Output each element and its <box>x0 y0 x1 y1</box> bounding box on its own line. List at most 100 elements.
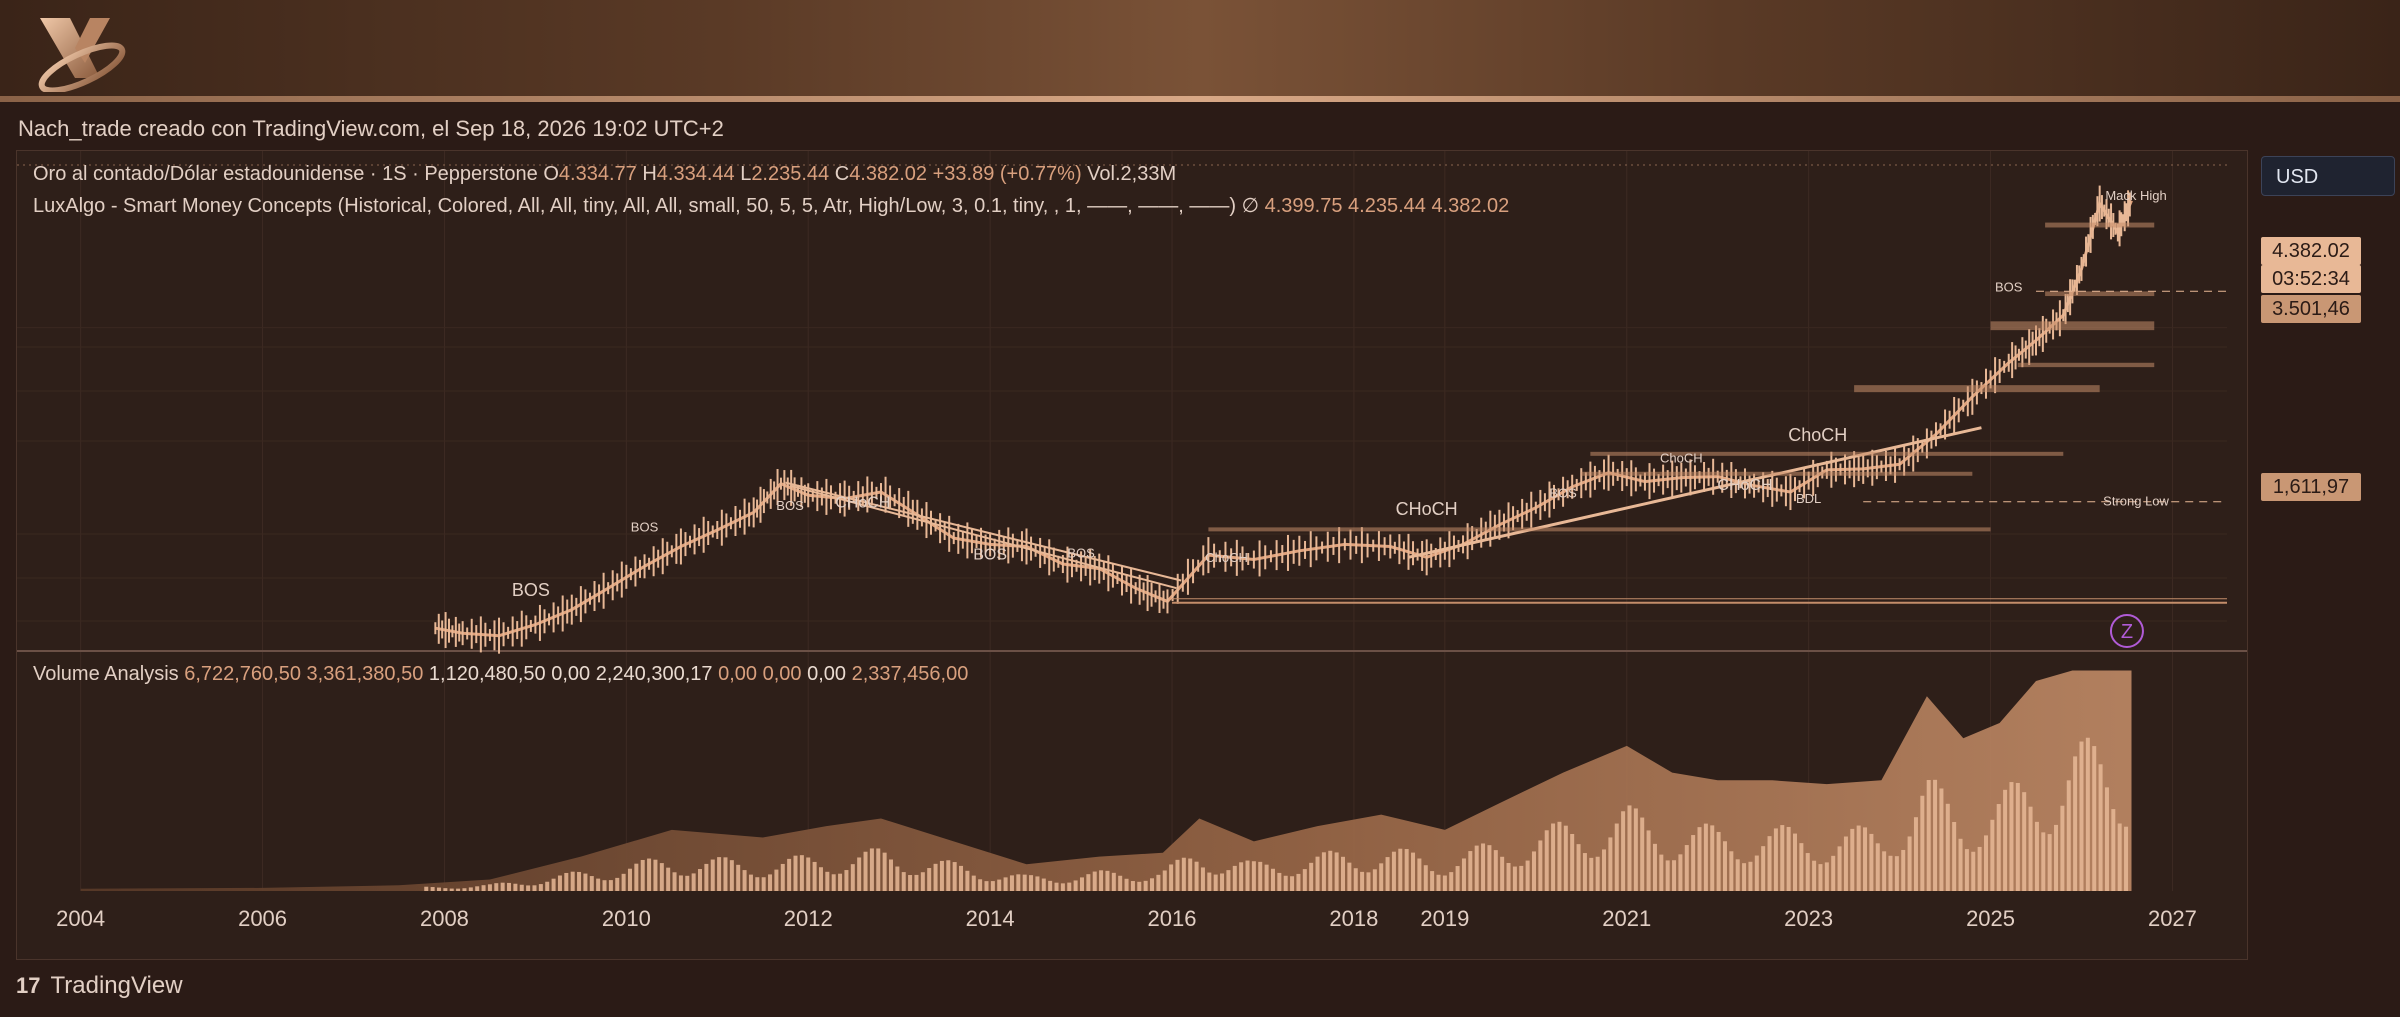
last-price-tag: 4.382.02 <box>2261 237 2361 265</box>
volume-bar <box>2041 832 2046 891</box>
volume-bar <box>1837 846 1842 891</box>
volume-bar <box>1315 856 1320 891</box>
volume-bar <box>2009 782 2014 891</box>
volume-bar <box>1487 845 1492 891</box>
volume-bar <box>1614 823 1619 891</box>
countdown-tag: 03:52:34 <box>2261 265 2361 293</box>
volume-bar <box>1945 803 1950 891</box>
volume-bar <box>1099 870 1104 891</box>
supply-demand-zone <box>2045 222 2155 228</box>
volume-bar <box>1589 857 1594 891</box>
volume-bar <box>468 887 473 891</box>
volume-bar <box>2060 805 2065 891</box>
volume-value-3: 0,00 <box>551 663 591 685</box>
volume-bar <box>1468 851 1473 891</box>
volume-bar <box>1493 850 1498 891</box>
volume-bar <box>1290 876 1295 891</box>
volume-bar <box>1576 844 1581 891</box>
volume-bar <box>532 885 537 891</box>
volume-bar <box>850 864 855 891</box>
volume-bar <box>1582 853 1587 891</box>
volume-bar <box>449 888 454 891</box>
volume-bar <box>838 873 843 891</box>
header-banner <box>0 0 2400 100</box>
volume-bar <box>1449 872 1454 891</box>
footer-brand[interactable]: 17 TradingView <box>16 972 183 1000</box>
volume-bar <box>615 877 620 891</box>
volume-bar <box>1888 855 1893 891</box>
volume-bar <box>1996 804 2001 891</box>
volume-bar <box>1220 873 1225 891</box>
volume-bar <box>1570 833 1575 891</box>
volume-title[interactable]: Volume Analysis <box>33 663 179 685</box>
volume-bar <box>1302 869 1307 891</box>
volume-bar <box>939 860 944 891</box>
footer-brand-name: TradingView <box>50 972 183 999</box>
indicator-value-2: 4.235.44 <box>1348 195 1426 217</box>
volume-bar <box>2092 746 2097 891</box>
volume-bar <box>1334 852 1339 891</box>
volume-bar <box>557 875 562 891</box>
z-marker-label: Z <box>2121 621 2133 643</box>
volume-bar <box>1780 825 1785 891</box>
supply-demand-zone <box>1208 527 1991 532</box>
volume-bar <box>513 883 518 891</box>
volume-bar <box>596 878 601 891</box>
volume-bar <box>717 857 722 891</box>
volume-bar <box>659 863 664 891</box>
volume-bar <box>869 848 874 891</box>
price-chart[interactable]: 2004 2006 2008 2010 2012 2014 2016 2018 2019 2021… <box>17 151 2247 959</box>
volume-bar <box>1372 869 1377 891</box>
volume-bar <box>602 880 607 891</box>
volume-bar <box>1863 827 1868 891</box>
volume-bar <box>1232 865 1237 891</box>
volume-bar <box>678 875 683 891</box>
volume-bar <box>990 881 995 891</box>
volume-bar <box>1200 867 1205 891</box>
volume-bar <box>443 888 448 891</box>
volume-bar <box>1442 875 1447 891</box>
smc-annotation: Mack High <box>2105 188 2166 203</box>
indicator-name[interactable]: LuxAlgo - Smart Money Concepts (Historic… <box>33 195 1237 217</box>
volume-bar <box>1933 779 1938 891</box>
smc-annotation: BOS <box>1067 545 1095 560</box>
volume-value-1: 3,361,380,50 <box>306 663 424 685</box>
volume-bar <box>1162 870 1167 891</box>
volume-bar <box>1353 868 1358 891</box>
volume-bar <box>2073 756 2078 891</box>
smc-annotation: BOS <box>631 519 659 534</box>
volume-bar <box>1531 851 1536 891</box>
volume-bar <box>831 874 836 891</box>
smc-annotation: ChoCH <box>1788 425 1847 445</box>
x-tick-label: 2019 <box>1420 906 1469 931</box>
volume-bar <box>876 848 881 891</box>
smc-annotation: CHoCH <box>1396 499 1458 519</box>
h-label: H <box>642 163 657 185</box>
volume-bar <box>1169 864 1174 891</box>
volume-bar <box>1824 862 1829 891</box>
volume-bar <box>1041 878 1046 891</box>
volume-bar <box>1678 854 1683 891</box>
volume-bar <box>1544 830 1549 891</box>
volume-bar <box>507 882 512 891</box>
supply-demand-zone <box>1990 321 2155 331</box>
trendline-down <box>785 481 1182 582</box>
symbol-name[interactable]: Oro al contado/Dólar estadounidense · 1S… <box>33 163 538 185</box>
volume-bar <box>793 855 798 891</box>
volume-bar <box>1843 836 1848 891</box>
volume-bar <box>971 875 976 891</box>
volume-bar <box>1627 805 1632 891</box>
volume-bar <box>1563 825 1568 891</box>
volume-bar <box>978 879 983 891</box>
chart-panel[interactable]: 2004 2006 2008 2010 2012 2014 2016 2018 2019 2021… <box>16 150 2248 960</box>
volume-bar <box>2047 834 2052 891</box>
volume-bar <box>844 870 849 891</box>
volume-bar <box>1181 857 1186 891</box>
x-tick-label: 2021 <box>1602 906 1651 931</box>
smc-annotation: ChoCH <box>1205 550 1248 565</box>
currency-selector[interactable]: USD <box>2261 156 2395 196</box>
volume-bar <box>1175 859 1180 891</box>
o-value: 4.334.77 <box>558 163 637 185</box>
volume-bar <box>1086 874 1091 891</box>
volume-bar <box>1595 856 1600 891</box>
